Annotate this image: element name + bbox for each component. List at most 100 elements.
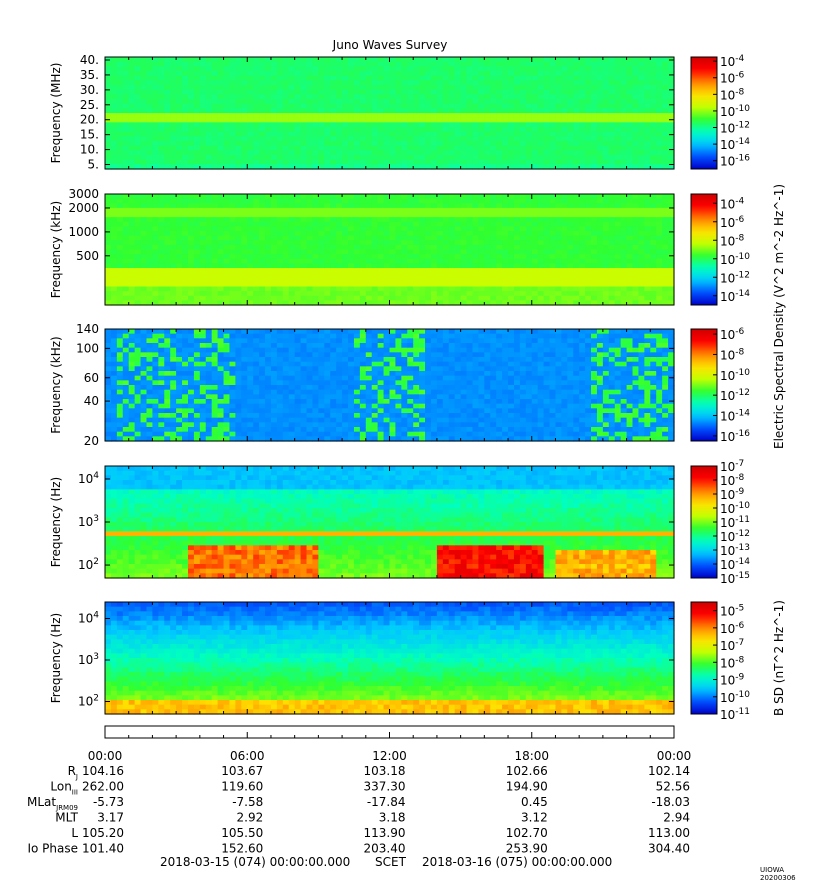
ephemeris-row-label: Io Phase <box>27 842 78 856</box>
colorbar-tick-label: 10-8 <box>720 473 745 488</box>
ephemeris-value: 105.50 <box>221 826 263 840</box>
colorbar-label: Electric Spectral Density (V^2 m^-2 Hz^-… <box>772 184 786 449</box>
ephemeris-row-label: L <box>71 826 78 840</box>
ephemeris-value: 3.12 <box>521 811 548 825</box>
y-tick-label: 10. <box>80 143 99 157</box>
ephemeris-value: 103.18 <box>364 764 406 778</box>
figure-title: Juno Waves Survey <box>332 38 448 52</box>
colorbar-tick-label: 10-13 <box>720 543 750 558</box>
ephemeris-value: 194.90 <box>506 780 548 794</box>
time-tick-label: 12:00 <box>372 749 407 763</box>
ephemeris-value: 2.92 <box>237 811 264 825</box>
ephemeris-value: -17.84 <box>367 795 406 809</box>
ephemeris-value: 337.30 <box>364 780 406 794</box>
y-tick-label: 5. <box>88 158 99 172</box>
colorbar-tick-label: 10-9 <box>720 673 745 688</box>
ephemeris-value: 102.70 <box>506 826 548 840</box>
y-axis-label: Frequency (kHz) <box>49 336 63 433</box>
colorbar-tick-label: 10-12 <box>720 529 750 544</box>
colorbar-tick-label: 10-10 <box>720 690 750 705</box>
y-tick-label: 103 <box>78 514 99 529</box>
y-tick-label: 20 <box>84 434 99 448</box>
colorbar-tick-label: 10-8 <box>720 347 745 362</box>
colorbar-tick-label: 10-14 <box>720 289 750 304</box>
ephemeris-value: 101.40 <box>82 842 124 856</box>
scet-label: SCET <box>375 855 406 869</box>
colorbar-tick-label: 10-12 <box>720 270 750 285</box>
y-tick-label: 20. <box>80 113 99 127</box>
y-tick-label: 100 <box>76 341 99 355</box>
spectrogram-panels: 5.10.15.20.25.30.35.40.Frequency (MHz)10… <box>49 53 786 722</box>
ephemeris-value: 304.40 <box>648 842 690 856</box>
spectrogram-cells <box>105 602 675 715</box>
ephemeris-value: 102.14 <box>648 764 690 778</box>
colorbar-tick-label: 10-6 <box>720 71 745 86</box>
ephemeris-value: 262.00 <box>82 780 124 794</box>
ephemeris-value: 2.94 <box>663 811 690 825</box>
colorbar-tick-label: 10-16 <box>720 429 750 444</box>
colorbar-tick-label: 10-14 <box>720 557 750 572</box>
ephemeris-value: 104.16 <box>82 764 124 778</box>
colorbar-tick-label: 10-6 <box>720 327 745 342</box>
colorbar-tick-label: 10-7 <box>720 459 744 474</box>
ephemeris-row-label: LonIII <box>50 780 78 797</box>
ephemeris-value: 52.56 <box>656 780 690 794</box>
ephemeris-row-label: RJ <box>68 764 78 781</box>
y-tick-label: 3000 <box>68 187 99 201</box>
time-axis-strip: 00:00 06:00 12:00 18:00 00:00 RJ 104.16 103.67 1… <box>27 726 691 856</box>
y-tick-label: 2000 <box>68 201 99 215</box>
y-tick-label: 103 <box>78 652 99 667</box>
ephemeris-value: 3.17 <box>97 811 124 825</box>
time-tick-label: 00:00 <box>88 749 123 763</box>
y-tick-label: 500 <box>76 249 99 263</box>
ephemeris-value: 3.18 <box>379 811 406 825</box>
ephemeris-value: 119.60 <box>221 780 263 794</box>
colorbar-tick-label: 10-8 <box>720 87 745 102</box>
ephemeris-value: 102.66 <box>506 764 548 778</box>
ephemeris-value: 103.67 <box>221 764 263 778</box>
colorbar-tick-label: 10-12 <box>720 388 750 403</box>
spectrogram-cells <box>105 57 675 170</box>
time-tick-label: 00:00 <box>657 749 692 763</box>
ephemeris-value: 105.20 <box>82 826 124 840</box>
colorbar-tick-label: 10-9 <box>720 487 745 502</box>
end-time: 2018-03-16 (075) 00:00:00.000 <box>422 855 612 869</box>
time-tick-label: 18:00 <box>514 749 549 763</box>
colorbar-tick-label: 10-8 <box>720 655 745 670</box>
start-time: 2018-03-15 (074) 00:00:00.000 <box>160 855 350 869</box>
y-tick-label: 104 <box>78 471 99 486</box>
y-tick-label: 60 <box>84 371 99 385</box>
ephemeris-value: 152.60 <box>221 842 263 856</box>
colorbar-tick-label: 10-7 <box>720 638 744 653</box>
y-tick-label: 40 <box>84 394 99 408</box>
y-tick-label: 35. <box>80 68 99 82</box>
time-tick-label: 06:00 <box>230 749 265 763</box>
ephemeris-table: RJ 104.16 103.67 103.18 102.66 102.14 LonIII 26… <box>27 764 690 856</box>
spectrogram-cells <box>105 194 675 306</box>
y-tick-label: 30. <box>80 83 99 97</box>
y-tick-label: 40. <box>80 53 99 67</box>
ephemeris-value: 253.90 <box>506 842 548 856</box>
colorbar-tick-label: 10-14 <box>720 137 750 152</box>
y-tick-label: 102 <box>78 557 99 572</box>
colorbar-tick-label: 10-16 <box>720 154 750 169</box>
ephemeris-value: -5.73 <box>93 795 124 809</box>
colorbar-tick-label: 10-11 <box>720 515 750 530</box>
panel-1: 5.10.15.20.25.30.35.40.Frequency (MHz)10… <box>49 53 750 172</box>
colorbar-tick-label: 10-8 <box>720 233 745 248</box>
ephemeris-row-label: MLatJRM09 <box>27 795 78 812</box>
colorbar-tick-label: 10-10 <box>720 501 750 516</box>
colorbar: 10-710-810-910-1010-1110-1210-1310-1410-… <box>691 459 750 586</box>
colorbar-tick-label: 10-14 <box>720 409 750 424</box>
colorbar-tick-label: 10-4 <box>720 196 745 211</box>
y-tick-label: 15. <box>80 128 99 142</box>
ephemeris-value: -18.03 <box>651 795 690 809</box>
y-tick-label: 140 <box>76 322 99 336</box>
spectrogram-cells <box>105 466 675 579</box>
